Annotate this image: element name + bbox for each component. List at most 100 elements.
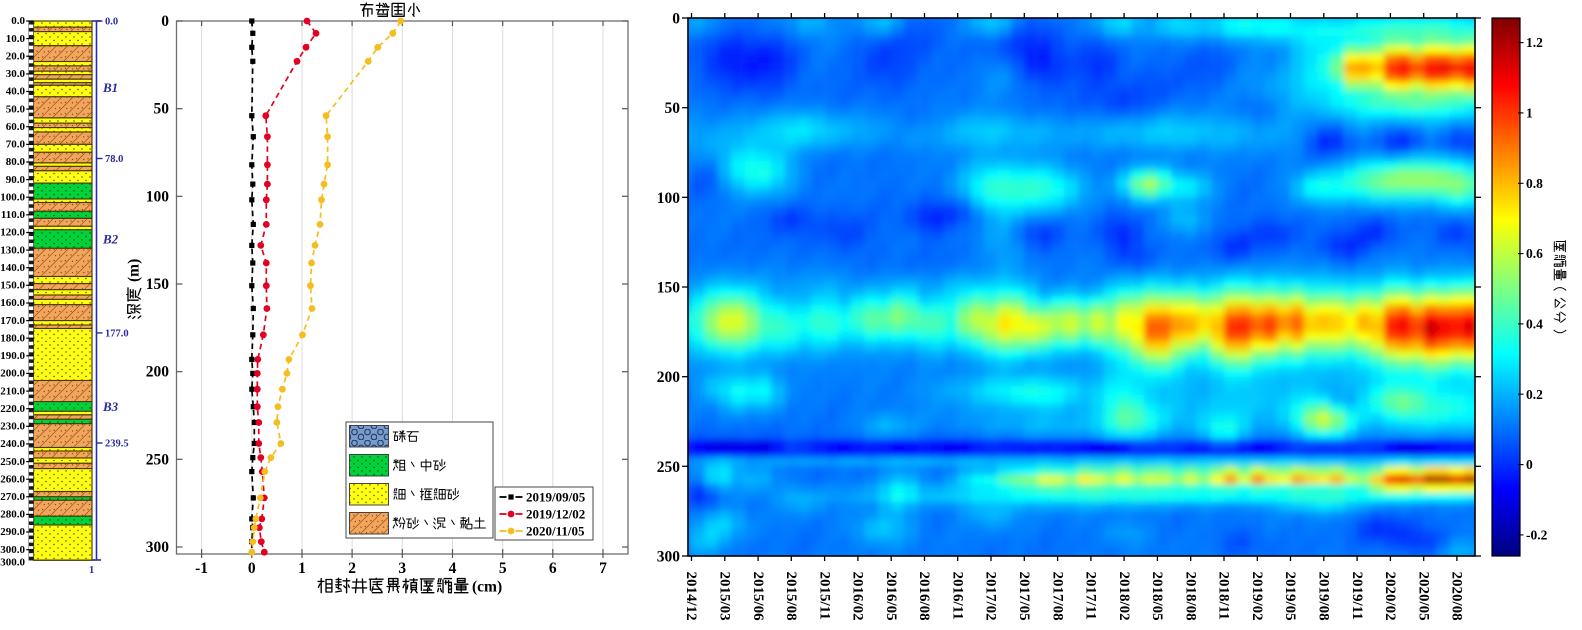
svg-text:0: 0 <box>672 11 680 28</box>
svg-text:1: 1 <box>89 565 94 576</box>
svg-text:2020/05: 2020/05 <box>1415 572 1431 621</box>
svg-text:0: 0 <box>161 13 169 30</box>
svg-text:300.0: 300.0 <box>0 557 25 569</box>
svg-text:2017/08: 2017/08 <box>1049 572 1065 621</box>
svg-text:3: 3 <box>398 560 406 577</box>
svg-text:180.0: 180.0 <box>0 332 25 344</box>
svg-text:200: 200 <box>146 364 170 381</box>
svg-text:100: 100 <box>146 188 170 205</box>
svg-text:6: 6 <box>549 560 557 577</box>
svg-text:0.2: 0.2 <box>1526 387 1543 402</box>
svg-text:60.0: 60.0 <box>6 121 26 133</box>
svg-text:2018/08: 2018/08 <box>1182 572 1198 621</box>
svg-text:B1: B1 <box>102 80 118 95</box>
svg-text:2019/11: 2019/11 <box>1349 572 1365 620</box>
svg-text:2016/05: 2016/05 <box>883 572 899 621</box>
svg-text:300: 300 <box>657 549 681 566</box>
svg-text:-1: -1 <box>195 560 208 577</box>
svg-text:5: 5 <box>499 560 507 577</box>
svg-text:100.0: 100.0 <box>0 191 25 203</box>
svg-text:240.0: 240.0 <box>0 438 25 450</box>
svg-text:1: 1 <box>298 560 306 577</box>
svg-text:2015/11: 2015/11 <box>816 572 832 620</box>
svg-text:300: 300 <box>146 539 170 556</box>
svg-text:0: 0 <box>248 560 256 577</box>
svg-text:2020/08: 2020/08 <box>1449 572 1465 621</box>
svg-text:110.0: 110.0 <box>1 209 26 221</box>
svg-text:0.8: 0.8 <box>1526 176 1543 191</box>
svg-text:B3: B3 <box>102 399 119 414</box>
svg-text:290.0: 290.0 <box>0 526 25 538</box>
svg-text:50: 50 <box>665 100 681 117</box>
svg-text:80.0: 80.0 <box>6 156 26 168</box>
svg-text:210.0: 210.0 <box>0 385 25 397</box>
svg-text:260.0: 260.0 <box>0 473 25 485</box>
svg-text:2017/11: 2017/11 <box>1083 572 1099 620</box>
svg-text:0.4: 0.4 <box>1526 317 1543 332</box>
svg-text:0.0: 0.0 <box>11 15 25 27</box>
svg-text:2: 2 <box>348 560 356 577</box>
svg-text:250: 250 <box>657 459 681 476</box>
svg-text:40.0: 40.0 <box>6 86 26 98</box>
svg-text:90.0: 90.0 <box>6 174 26 186</box>
svg-text:2019/09/05: 2019/09/05 <box>526 490 586 505</box>
svg-text:2019/12/02: 2019/12/02 <box>526 507 585 522</box>
svg-text:7: 7 <box>599 560 607 577</box>
svg-text:-0.2: -0.2 <box>1526 528 1548 543</box>
svg-text:270.0: 270.0 <box>0 491 25 503</box>
svg-text:30.0: 30.0 <box>6 68 26 80</box>
svg-text:2016/08: 2016/08 <box>916 572 932 621</box>
svg-text:2018/05: 2018/05 <box>1149 572 1165 621</box>
svg-text:100: 100 <box>657 190 681 207</box>
svg-text:10.0: 10.0 <box>6 33 26 45</box>
svg-text:280.0: 280.0 <box>0 509 25 521</box>
svg-text:2015/08: 2015/08 <box>783 572 799 621</box>
svg-text:200.0: 200.0 <box>0 368 25 380</box>
svg-text:2020/11/05: 2020/11/05 <box>526 524 585 539</box>
svg-text:2015/06: 2015/06 <box>750 572 766 622</box>
svg-text:150.0: 150.0 <box>0 280 25 292</box>
svg-text:120.0: 120.0 <box>0 227 25 239</box>
svg-text:50: 50 <box>154 101 170 118</box>
svg-text:(cm): (cm) <box>472 579 502 596</box>
svg-text:2016/11: 2016/11 <box>949 572 965 620</box>
svg-text:2019/02: 2019/02 <box>1249 572 1265 621</box>
svg-text:150: 150 <box>146 276 170 293</box>
svg-text:130.0: 130.0 <box>0 244 25 256</box>
svg-text:0.0: 0.0 <box>105 17 118 28</box>
svg-text:150: 150 <box>657 280 681 297</box>
svg-text:70.0: 70.0 <box>6 139 26 151</box>
svg-text:239.5: 239.5 <box>105 439 129 450</box>
svg-text:50.0: 50.0 <box>6 103 26 115</box>
svg-text:170.0: 170.0 <box>0 315 25 327</box>
svg-text:2015/03: 2015/03 <box>717 572 733 621</box>
svg-text:(m): (m) <box>126 259 143 282</box>
svg-text:2019/05: 2019/05 <box>1282 572 1298 621</box>
svg-text:0.6: 0.6 <box>1526 246 1543 261</box>
svg-text:230.0: 230.0 <box>0 421 25 433</box>
svg-text:190.0: 190.0 <box>0 350 25 362</box>
svg-text:2014/12: 2014/12 <box>683 572 699 621</box>
svg-text:2017/05: 2017/05 <box>1016 572 1032 621</box>
svg-text:177.0: 177.0 <box>105 328 129 339</box>
svg-text:2018/02: 2018/02 <box>1116 572 1132 621</box>
svg-text:250.0: 250.0 <box>0 456 25 468</box>
svg-text:4: 4 <box>449 560 457 577</box>
svg-text:220.0: 220.0 <box>0 403 25 415</box>
svg-text:2016/02: 2016/02 <box>850 572 866 621</box>
svg-text:2019/08: 2019/08 <box>1316 572 1332 621</box>
svg-text:78.0: 78.0 <box>105 154 123 165</box>
svg-text:250: 250 <box>146 451 170 468</box>
svg-text:2020/02: 2020/02 <box>1382 572 1398 621</box>
svg-text:2018/11: 2018/11 <box>1216 572 1232 620</box>
svg-text:1.2: 1.2 <box>1526 35 1543 50</box>
svg-text:300.0: 300.0 <box>0 544 25 556</box>
svg-text:2017/02: 2017/02 <box>983 572 999 621</box>
svg-text:B2: B2 <box>102 232 119 247</box>
svg-text:0: 0 <box>1526 457 1533 472</box>
svg-text:1: 1 <box>1526 106 1533 121</box>
svg-text:140.0: 140.0 <box>0 262 25 274</box>
svg-text:200: 200 <box>657 369 681 386</box>
svg-text:20.0: 20.0 <box>6 50 26 62</box>
svg-text:160.0: 160.0 <box>0 297 25 309</box>
